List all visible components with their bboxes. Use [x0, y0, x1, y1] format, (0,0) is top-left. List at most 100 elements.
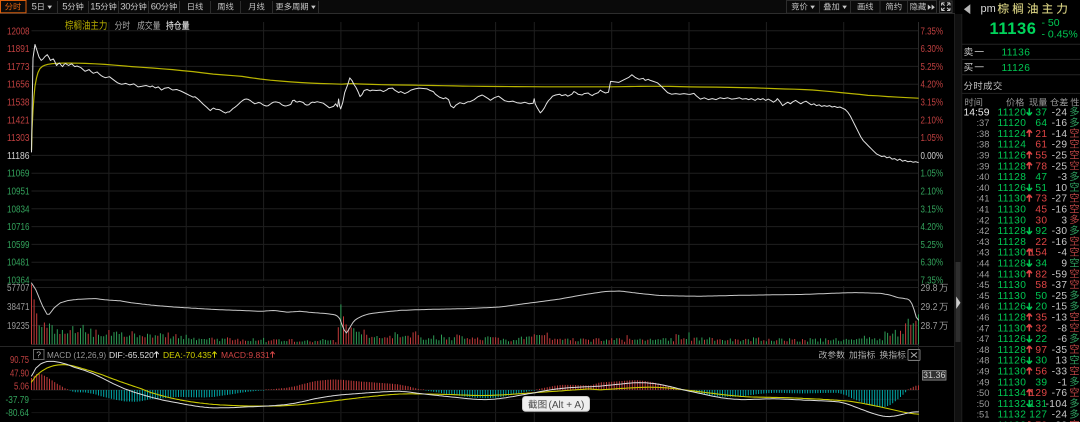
svg-text:1: 1 — [90, 2, 95, 13]
svg-text:154: 154 — [1029, 248, 1047, 259]
svg-text:3.15%: 3.15% — [921, 98, 944, 109]
svg-text::42: :42 — [976, 214, 989, 225]
svg-text::39: :39 — [976, 150, 989, 161]
svg-text:-6: -6 — [1058, 334, 1068, 345]
svg-text:2.10%: 2.10% — [921, 187, 944, 198]
svg-text:6: 6 — [151, 2, 156, 13]
svg-text:-1: -1 — [1058, 377, 1068, 388]
svg-text:- 50: - 50 — [1042, 17, 1060, 29]
svg-text::38: :38 — [976, 128, 989, 139]
svg-text:11132: 11132 — [998, 410, 1027, 421]
svg-text::45: :45 — [976, 290, 989, 301]
svg-text:0: 0 — [125, 2, 130, 13]
svg-text:20: 20 — [1035, 302, 1047, 313]
svg-text:7.35%: 7.35% — [921, 276, 944, 287]
svg-text:-24: -24 — [1052, 107, 1068, 118]
svg-text:-15: -15 — [1052, 302, 1068, 313]
svg-text:11136: 11136 — [1002, 48, 1031, 59]
svg-text:11128: 11128 — [998, 237, 1027, 248]
svg-text:22: 22 — [1035, 237, 1047, 248]
svg-text:DEA:-70.435: DEA:-70.435 — [163, 350, 212, 360]
svg-text:131: 131 — [1029, 399, 1047, 410]
svg-text:30: 30 — [1035, 215, 1047, 226]
svg-text:11130: 11130 — [998, 248, 1027, 259]
svg-text::38: :38 — [976, 139, 989, 150]
svg-text:5.25%: 5.25% — [921, 62, 944, 73]
svg-text:21: 21 — [1035, 129, 1047, 140]
svg-text:11126: 11126 — [1002, 63, 1031, 74]
svg-text::47: :47 — [976, 322, 989, 333]
svg-text:14:59: 14:59 — [963, 107, 989, 118]
svg-text:13: 13 — [1055, 356, 1067, 367]
svg-text:47: 47 — [1035, 172, 1047, 183]
svg-text::45: :45 — [976, 279, 989, 290]
svg-text:11136: 11136 — [990, 20, 1037, 38]
svg-text:11126: 11126 — [998, 183, 1027, 194]
svg-text:11128: 11128 — [998, 345, 1027, 356]
svg-text::41: :41 — [976, 204, 989, 215]
svg-text:-13: -13 — [1052, 313, 1068, 324]
svg-text:73: 73 — [1035, 421, 1047, 422]
svg-text:11130: 11130 — [998, 367, 1027, 378]
svg-text:11134: 11134 — [998, 388, 1027, 399]
svg-text:11128: 11128 — [998, 421, 1027, 422]
svg-text:39: 39 — [1035, 377, 1047, 388]
svg-text:45: 45 — [1035, 205, 1047, 216]
svg-text:10364: 10364 — [7, 276, 30, 287]
svg-text:11773: 11773 — [7, 62, 30, 73]
svg-text:-3: -3 — [1058, 172, 1068, 183]
svg-text::48: :48 — [976, 355, 989, 366]
svg-text:11069: 11069 — [7, 169, 30, 180]
svg-text:-76: -76 — [1052, 388, 1068, 399]
svg-text:-33: -33 — [1052, 421, 1068, 422]
svg-text:11130: 11130 — [998, 377, 1027, 388]
svg-text:11130: 11130 — [998, 323, 1027, 334]
svg-text:5: 5 — [62, 2, 67, 13]
svg-text::37: :37 — [976, 117, 989, 128]
svg-text:9: 9 — [1061, 259, 1067, 270]
svg-text::43: :43 — [976, 247, 989, 258]
svg-text::40: :40 — [976, 171, 989, 182]
svg-text::44: :44 — [976, 268, 989, 279]
svg-text:11891: 11891 — [7, 44, 30, 55]
svg-text:1.05%: 1.05% — [921, 169, 944, 180]
svg-text:129: 129 — [1029, 388, 1047, 399]
svg-text:78: 78 — [1035, 161, 1047, 172]
svg-text:3: 3 — [120, 2, 125, 13]
svg-text:(Alt + A): (Alt + A) — [549, 400, 585, 411]
svg-text:5.25%: 5.25% — [921, 240, 944, 251]
svg-text::46: :46 — [976, 301, 989, 312]
svg-text::40: :40 — [976, 182, 989, 193]
svg-text:0: 0 — [156, 2, 161, 13]
svg-text:-59: -59 — [1052, 269, 1068, 280]
svg-text:3: 3 — [1061, 215, 1067, 226]
svg-text:38471: 38471 — [7, 302, 30, 313]
svg-text:-14: -14 — [1052, 129, 1068, 140]
svg-text:34: 34 — [1035, 259, 1047, 270]
svg-text:10: 10 — [1055, 183, 1067, 194]
svg-text::39: :39 — [976, 160, 989, 171]
svg-text:31.36: 31.36 — [923, 370, 946, 380]
svg-text:11656: 11656 — [7, 80, 30, 91]
svg-text:11421: 11421 — [7, 115, 30, 126]
svg-text:-35: -35 — [1052, 345, 1068, 356]
svg-text:64: 64 — [1035, 118, 1047, 129]
svg-text:-25: -25 — [1052, 161, 1068, 172]
svg-text:11124: 11124 — [998, 129, 1027, 140]
svg-text::50: :50 — [976, 387, 989, 398]
svg-text:97: 97 — [1035, 345, 1047, 356]
svg-text:90.75: 90.75 — [10, 355, 29, 366]
svg-text::51: :51 — [976, 420, 989, 422]
svg-text:11126: 11126 — [998, 356, 1027, 367]
svg-text:-33: -33 — [1052, 367, 1068, 378]
svg-text:6.30%: 6.30% — [921, 258, 944, 269]
svg-text:-16: -16 — [1052, 118, 1068, 129]
svg-text:92: 92 — [1035, 226, 1047, 237]
svg-text:-16: -16 — [1052, 205, 1068, 216]
svg-text:11303: 11303 — [7, 133, 30, 144]
svg-text:28.7: 28.7 — [921, 321, 938, 332]
svg-text:11128: 11128 — [998, 161, 1027, 172]
svg-text:pm: pm — [981, 3, 996, 15]
svg-text:11120: 11120 — [998, 118, 1027, 129]
svg-text:DIF:-65.520: DIF:-65.520 — [109, 350, 154, 360]
